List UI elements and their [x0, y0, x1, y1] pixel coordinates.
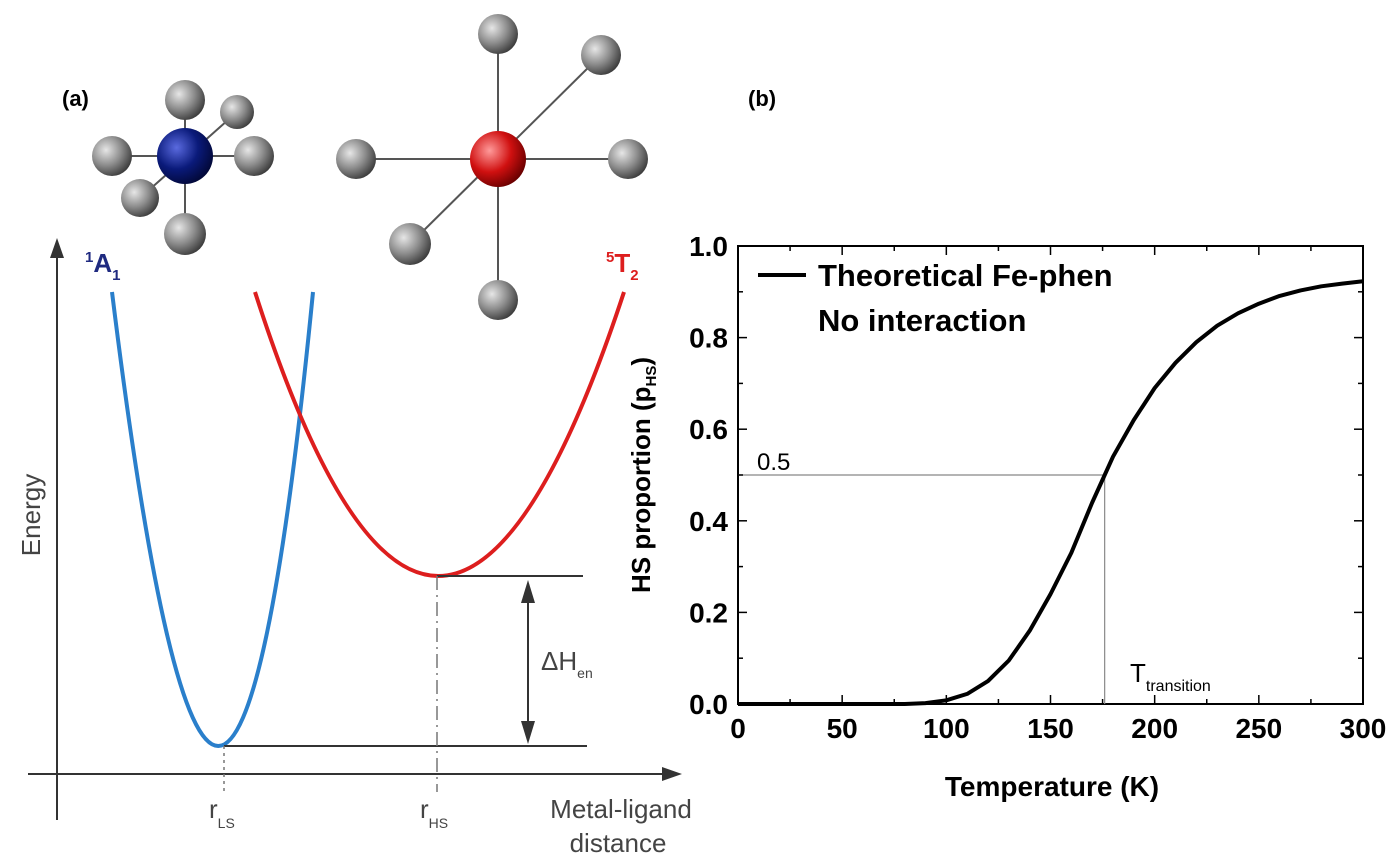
low-spin-curve	[110, 291, 315, 748]
ligand-atom	[220, 95, 254, 129]
hs-proportion-chart: 0 50 100 150 200 250 300 0.0 0.2 0.4 0.6 0.8 1.0 The…	[626, 231, 1386, 802]
x-tick-label: 200	[1131, 713, 1178, 744]
y-tick-label: 0.2	[689, 597, 728, 628]
distance-axis-label-line2: distance	[570, 828, 667, 858]
high-spin-molecule	[336, 14, 648, 320]
delta-h-label: ΔHen	[541, 646, 593, 681]
x-tick-label: 100	[923, 713, 970, 744]
y-axis-title: HS proportion (pHS)	[626, 357, 660, 593]
energy-axis-label: Energy	[16, 474, 46, 556]
ligand-atom	[92, 136, 132, 176]
y-tick-label: 0.4	[689, 506, 728, 537]
hs-state-label: 5T2	[606, 248, 639, 284]
y-tick-label: 0.8	[689, 323, 728, 354]
series-line-theoretical-fe-phen	[738, 279, 1364, 706]
x-axis-title: Temperature (K)	[945, 771, 1159, 802]
distance-axis-arrow	[662, 767, 682, 781]
panel-b: (b) 0 50 100 150 200 250 300 0.0 0.2 0.4 0.6 0.8 1.0…	[626, 86, 1386, 802]
y-tick-label: 0.0	[689, 689, 728, 720]
ligand-atom	[581, 35, 621, 75]
r-ls-label: rLS	[209, 794, 235, 831]
ligand-atom	[608, 139, 648, 179]
x-tick-label: 150	[1027, 713, 1074, 744]
ligand-atom	[165, 80, 205, 120]
ligand-atom	[478, 14, 518, 54]
ligand-atom	[234, 136, 274, 176]
y-tick-label: 1.0	[689, 231, 728, 262]
panel-a: (a)	[16, 14, 692, 858]
energy-axis-arrow	[50, 238, 64, 258]
panel-a-label: (a)	[62, 86, 89, 111]
x-tick-label: 50	[827, 713, 858, 744]
distance-axis-label: Metal-ligand	[550, 794, 692, 824]
legend-entry: Theoretical Fe-phen	[818, 258, 1113, 293]
legend: Theoretical Fe-phen No interaction	[758, 258, 1113, 338]
half-annotation-label: 0.5	[757, 449, 790, 476]
y-tick-label: 0.6	[689, 414, 728, 445]
ligand-atom	[389, 223, 431, 265]
legend-entry-line2: No interaction	[818, 303, 1026, 338]
r-hs-label: rHS	[420, 794, 448, 831]
ligand-atom	[164, 213, 206, 255]
x-tick-label: 250	[1235, 713, 1282, 744]
ligand-atom	[121, 179, 159, 217]
high-spin-metal-atom	[470, 131, 526, 187]
transition-annotation-label: Ttransition	[1130, 658, 1211, 695]
low-spin-molecule	[92, 80, 274, 255]
panel-b-label: (b)	[748, 86, 776, 111]
ls-state-label: 1A1	[85, 248, 120, 284]
ligand-atom	[478, 280, 518, 320]
low-spin-metal-atom	[157, 128, 213, 184]
x-tick-label: 300	[1340, 713, 1387, 744]
ligand-atom	[336, 139, 376, 179]
x-tick-label: 0	[730, 713, 746, 744]
